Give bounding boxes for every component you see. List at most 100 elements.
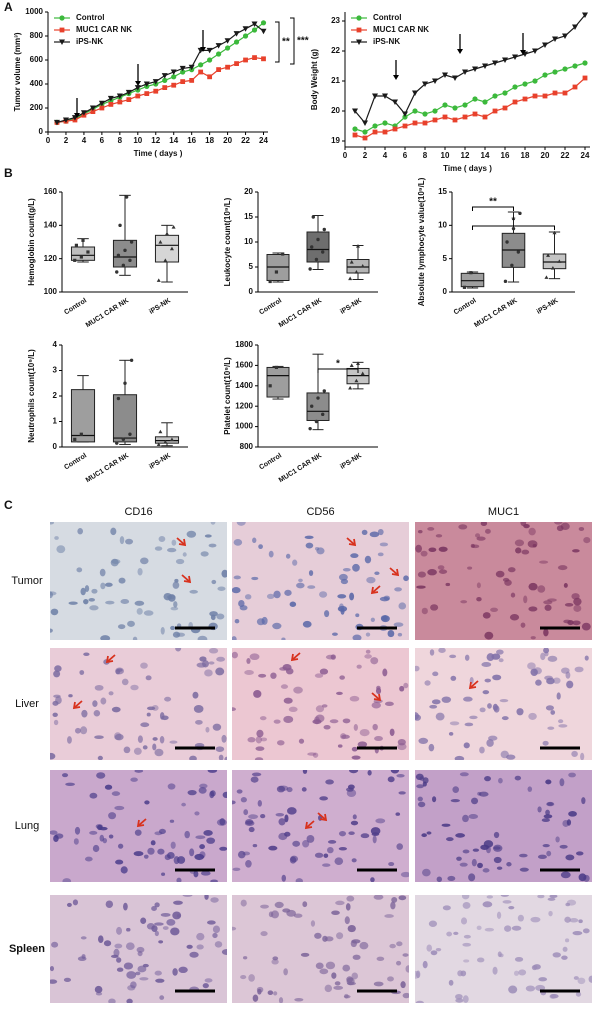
pointer-arrow-head [304,821,313,830]
nucleus [438,569,448,574]
nucleus [352,814,357,820]
nucleus [496,911,502,919]
panel-label: A [4,0,13,14]
nucleus [375,818,386,824]
significance-bracket [472,225,555,230]
nucleus [83,598,89,605]
nucleus [256,986,264,993]
significance-bracket [275,21,280,63]
nucleus [216,656,226,662]
marker [462,114,468,120]
marker [422,120,428,126]
nucleus [119,536,125,545]
nucleus [459,772,469,777]
nucleus [583,536,591,544]
nucleus [389,943,396,949]
nucleus [284,814,289,823]
nucleus [463,934,471,939]
arrow-head [200,47,206,52]
nucleus [88,598,96,602]
nucleus [351,939,361,944]
marker [582,60,588,66]
series-line [354,77,586,139]
nucleus [125,942,135,951]
nucleus [182,552,187,557]
nucleus [559,844,568,849]
legend-marker [356,27,362,33]
point [510,263,514,268]
nucleus [350,553,359,559]
nucleus [372,835,377,844]
y-tick-label: 10 [244,237,253,246]
marker [207,57,213,63]
nucleus [435,534,443,538]
nucleus [525,985,536,992]
nucleus [562,946,568,952]
nucleus [547,598,557,602]
marker [207,74,213,80]
nucleus [415,1000,424,1003]
nucleus [111,791,121,796]
nucleus [216,613,225,620]
nucleus [447,875,456,882]
nucleus [402,953,409,957]
nucleus [253,689,262,698]
nucleus [427,527,435,531]
nucleus [243,809,249,816]
pointer-arrow-head [468,681,477,690]
row-label: Spleen [9,943,45,955]
nucleus [315,962,324,970]
nucleus [493,846,501,850]
nucleus [366,576,376,584]
y-tick-label: 0 [249,287,254,296]
nucleus [517,914,524,922]
nucleus [324,984,333,993]
nucleus [346,789,357,797]
nucleus [499,698,509,703]
nucleus [289,601,297,607]
nucleus [514,539,525,547]
pointer-arrow [371,692,381,701]
nucleus [335,900,345,906]
marker [144,91,150,96]
nucleus [352,563,360,572]
nucleus [530,636,536,640]
nucleus [580,752,585,760]
nucleus [448,731,454,736]
nucleus [50,979,58,984]
nucleus [117,843,124,849]
nucleus [189,755,197,760]
micrograph [415,895,592,1003]
nucleus [344,993,349,999]
nucleus [463,742,470,749]
marker [552,69,558,75]
x-tick-label: iPS-NK [339,452,363,471]
nucleus [155,978,165,983]
nucleus [331,972,337,979]
nucleus [549,994,557,999]
image-bg [232,895,409,1003]
nucleus [417,571,426,578]
nucleus [255,736,262,744]
nucleus [271,959,279,965]
nucleus [114,733,124,741]
nucleus [469,715,478,720]
nucleus [314,932,322,939]
nucleus [537,895,545,899]
nucleus [157,848,165,855]
nucleus [371,702,381,709]
point [316,396,320,400]
nucleus [462,814,469,823]
point [518,211,522,216]
nucleus [342,964,351,972]
nucleus [154,922,164,926]
nucleus [142,745,148,750]
column-header: CD16 [124,506,152,518]
box [70,389,96,443]
nucleus [133,851,144,857]
point [469,271,473,275]
nucleus [370,617,375,622]
box [154,436,180,444]
nucleus [349,695,360,702]
